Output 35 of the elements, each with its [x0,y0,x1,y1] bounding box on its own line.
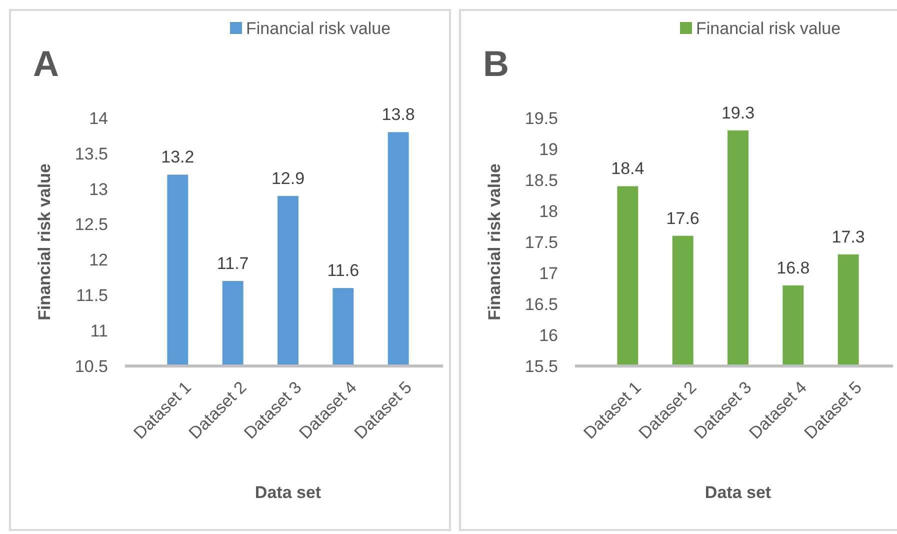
data-label: 13.2 [161,148,194,167]
y-tick-label: 11 [90,322,108,341]
chart-title: B [483,43,509,84]
y-tick-label: 17.5 [524,232,558,252]
data-label: 18.4 [611,159,644,178]
data-label: 19.3 [721,103,755,122]
data-label: 17.6 [666,208,700,228]
y-tick-label: 15.5 [524,356,558,376]
data-label: 17.3 [832,227,865,246]
y-tick-label: 19.5 [524,108,558,128]
y-axis-title: Financial risk value [485,164,504,320]
y-tick-label: 18.5 [524,170,558,190]
y-tick-label: 10.5 [74,356,108,376]
data-label: 11.6 [327,261,360,280]
y-tick-label: 16 [539,326,558,345]
data-label: 12.9 [271,168,305,188]
y-tick-label: 14 [89,108,108,128]
x-axis-title: Data set [704,483,772,502]
y-tick-label: 12 [89,250,108,270]
y-tick-label: 12.5 [74,215,108,234]
y-tick-label: 19 [539,140,558,159]
y-axis-title: Financial risk value [35,164,54,320]
legend-label: Financial risk value [246,19,391,38]
y-tick-label: 13 [89,180,108,199]
y-tick-label: 16.5 [524,294,558,314]
data-label: 13.8 [382,105,415,124]
data-label: 16.8 [776,258,810,278]
data-label: 11.7 [216,254,249,273]
y-tick-label: 18 [539,202,558,221]
chart-title: A [33,43,59,84]
x-axis-title: Data set [254,483,322,502]
legend-label: Financial risk value [696,19,841,38]
y-tick-label: 11.5 [76,286,108,306]
y-tick-label: 13.5 [74,144,108,164]
y-tick-label: 17 [539,264,558,283]
